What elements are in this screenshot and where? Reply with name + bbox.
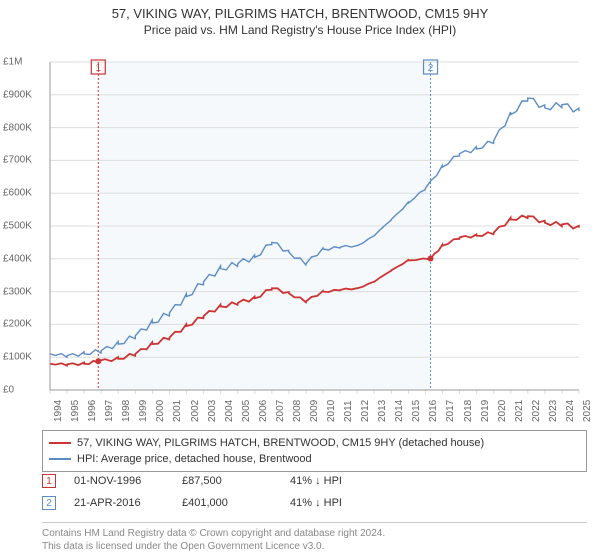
footer-line-1: Contains HM Land Registry data © Crown c…	[42, 527, 587, 540]
chart-subtitle: Price paid vs. HM Land Registry's House …	[0, 23, 600, 37]
x-axis-label: 2024	[565, 400, 576, 422]
x-axis-label: 1996	[87, 400, 98, 422]
x-axis-label: 1994	[53, 400, 64, 422]
event-delta: 41% ↓ HPI	[290, 475, 380, 487]
footer-line-2: This data is licensed under the Open Gov…	[42, 540, 587, 553]
x-axis-label: 2018	[463, 400, 474, 422]
y-axis-label: £300K	[3, 286, 32, 297]
legend-row-hpi: HPI: Average price, detached house, Bren…	[49, 451, 580, 467]
y-axis-label: £400K	[3, 253, 32, 264]
chart-container: 57, VIKING WAY, PILGRIMS HATCH, BRENTWOO…	[0, 0, 600, 560]
x-axis-label: 2007	[275, 400, 286, 422]
legend-swatch-price	[49, 442, 71, 444]
x-axis-label: 2002	[190, 400, 201, 422]
x-axis-label: 1995	[70, 400, 81, 422]
y-axis-label: £500K	[3, 221, 32, 232]
x-axis-label: 2006	[258, 400, 269, 422]
legend-label-price: 57, VIKING WAY, PILGRIMS HATCH, BRENTWOO…	[77, 435, 484, 451]
x-axis-label: 1999	[138, 400, 149, 422]
event-price: £401,000	[182, 497, 272, 509]
x-axis-label: 2019	[480, 400, 491, 422]
event-row: 2 21-APR-2016 £401,000 41% ↓ HPI	[42, 492, 587, 514]
x-axis-label: 2001	[172, 400, 183, 422]
x-axis-label: 2011	[343, 400, 354, 422]
y-axis-label: £800K	[3, 122, 32, 133]
plot-area: 12	[42, 50, 587, 420]
legend-row-price: 57, VIKING WAY, PILGRIMS HATCH, BRENTWOO…	[49, 435, 580, 451]
svg-text:1: 1	[96, 63, 102, 74]
event-marker-1: 1	[42, 474, 56, 488]
x-axis-label: 2000	[155, 400, 166, 422]
y-axis-label: £100K	[3, 352, 32, 363]
chart-svg: 12	[42, 50, 587, 420]
y-axis-label: £700K	[3, 155, 32, 166]
x-axis-label: 2012	[360, 400, 371, 422]
x-axis-label: 2013	[377, 400, 388, 422]
event-delta: 41% ↓ HPI	[290, 497, 380, 509]
x-axis-label: 2017	[445, 400, 456, 422]
x-axis-label: 2020	[497, 400, 508, 422]
event-date: 01-NOV-1996	[74, 475, 164, 487]
legend-label-hpi: HPI: Average price, detached house, Bren…	[77, 451, 312, 467]
x-axis-label: 1998	[121, 400, 132, 422]
events-table: 1 01-NOV-1996 £87,500 41% ↓ HPI 2 21-APR…	[42, 470, 587, 514]
x-axis-label: 2016	[428, 400, 439, 422]
event-marker-2: 2	[42, 496, 56, 510]
event-date: 21-APR-2016	[74, 497, 164, 509]
legend: 57, VIKING WAY, PILGRIMS HATCH, BRENTWOO…	[42, 430, 587, 472]
y-axis-label: £600K	[3, 188, 32, 199]
y-axis-label: £200K	[3, 319, 32, 330]
svg-text:2: 2	[428, 63, 434, 74]
x-axis-label: 1997	[104, 400, 115, 422]
x-axis-label: 2010	[326, 400, 337, 422]
y-axis-label: £0	[3, 385, 14, 396]
x-axis-label: 2022	[531, 400, 542, 422]
footer: Contains HM Land Registry data © Crown c…	[42, 522, 587, 553]
y-axis-label: £1M	[3, 57, 22, 68]
x-axis-label: 2005	[241, 400, 252, 422]
x-axis-label: 2009	[309, 400, 320, 422]
legend-swatch-hpi	[49, 458, 71, 460]
y-axis-label: £900K	[3, 89, 32, 100]
chart-title: 57, VIKING WAY, PILGRIMS HATCH, BRENTWOO…	[0, 0, 600, 21]
x-axis-label: 2015	[411, 400, 422, 422]
event-price: £87,500	[182, 475, 272, 487]
x-axis-label: 2021	[514, 400, 525, 422]
x-axis-label: 2008	[292, 400, 303, 422]
x-axis-label: 2014	[394, 400, 405, 422]
x-axis-label: 2025	[582, 400, 593, 422]
event-row: 1 01-NOV-1996 £87,500 41% ↓ HPI	[42, 470, 587, 492]
x-axis-label: 2003	[207, 400, 218, 422]
x-axis-label: 2023	[548, 400, 559, 422]
x-axis-label: 2004	[224, 400, 235, 422]
